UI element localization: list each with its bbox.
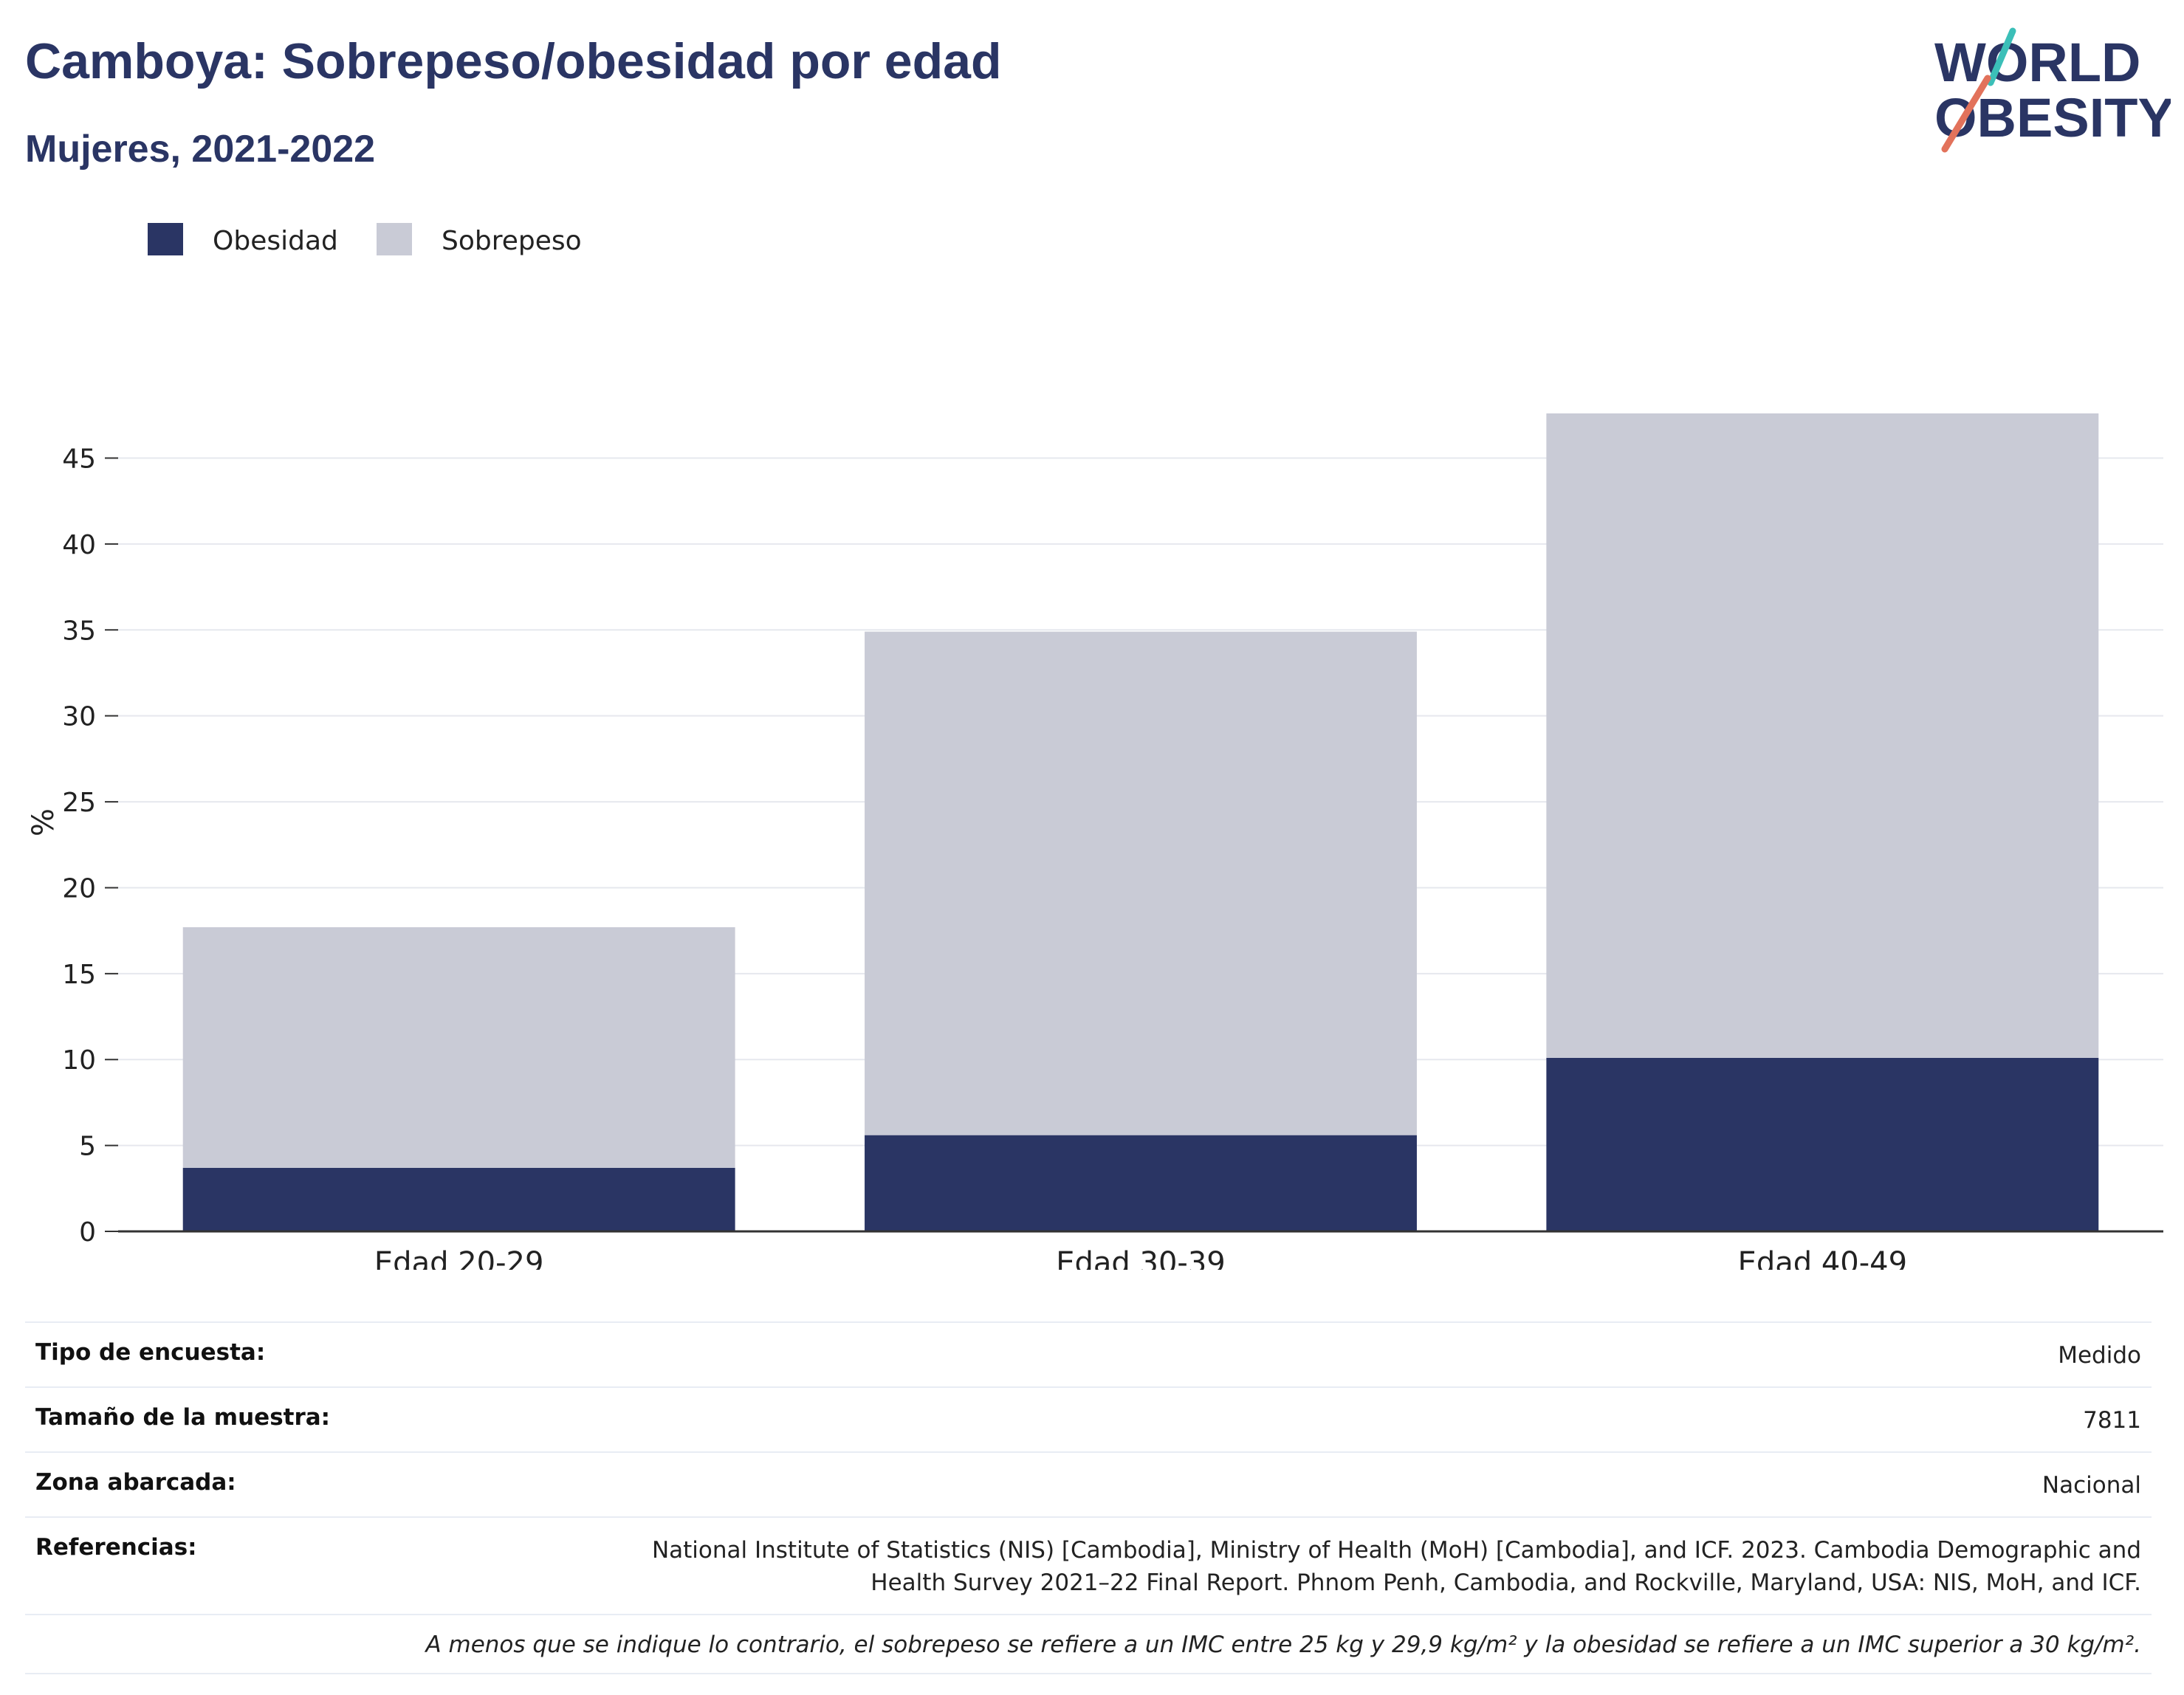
x-tick-label: Edad 40-49 (1738, 1246, 1908, 1270)
y-axis-label: % (27, 808, 61, 836)
bar-sobrepeso-0 (182, 926, 735, 1168)
y-tick-label: 0 (79, 1217, 96, 1248)
referencias-label: Referencias: (35, 1534, 197, 1561)
info-row-zona: Zona abarcada: Nacional (25, 1451, 2152, 1516)
muestra-label: Tamaño de la muestra: (35, 1404, 331, 1431)
world-obesity-logo: WORLD OBESITY (1934, 27, 2171, 153)
logo-word-world: WORLD (1934, 32, 2141, 93)
y-tick-label: 5 (79, 1132, 96, 1162)
y-tick-label: 25 (62, 788, 96, 818)
logo-slash-teal (1987, 27, 2016, 86)
bar-obesidad-2 (1546, 1057, 2099, 1231)
referencias-value: National Institute of Statistics (NIS) [… (651, 1537, 2141, 1596)
legend: Obesidad Sobrepeso (148, 223, 582, 256)
legend-swatch-sobrepeso (377, 223, 412, 255)
info-row-referencias: Referencias: National Institute of Stati… (25, 1516, 2152, 1614)
axes: % (27, 808, 2163, 1233)
tipo-label: Tipo de encuesta: (35, 1339, 266, 1366)
x-tick-label: Edad 20-29 (374, 1246, 544, 1270)
bar-sobrepeso-2 (1546, 413, 2099, 1058)
y-tick-label: 40 (62, 530, 96, 560)
muestra-value: 7811 (2083, 1407, 2141, 1434)
bar-sobrepeso-1 (865, 631, 1417, 1135)
y-tick-label: 30 (62, 702, 96, 732)
zona-value: Nacional (2042, 1472, 2141, 1499)
info-row-muestra: Tamaño de la muestra: 7811 (25, 1386, 2152, 1451)
tipo-value: Medido (2058, 1342, 2141, 1369)
x-tick-label: Edad 30-39 (1056, 1246, 1226, 1270)
legend-label-sobrepeso: Sobrepeso (442, 226, 582, 256)
logo-slash-coral (1941, 75, 1991, 153)
legend-label-obesidad: Obesidad (213, 226, 338, 256)
bar-obesidad-0 (182, 1167, 735, 1231)
zona-label: Zona abarcada: (35, 1469, 236, 1496)
info-row-note: A menos que se indique lo contrario, el … (25, 1614, 2152, 1674)
bars: Edad 20-29 Edad 30-39 Edad 40-49 (182, 413, 2099, 1270)
stacked-bar-chart: Obesidad Sobrepeso 0 5 10 15 20 25 30 35 40 45 Eda… (27, 223, 2163, 1270)
y-tick-label: 45 (62, 444, 96, 475)
y-tick-label: 35 (62, 616, 96, 646)
chart-subtitle: Mujeres, 2021-2022 (25, 128, 376, 171)
chart-title: Camboya: Sobrepeso/obesidad por edad (25, 33, 1002, 89)
y-tick-label: 15 (62, 960, 96, 990)
legend-swatch-obesidad (148, 223, 183, 255)
definition-note: A menos que se indique lo contrario, el … (425, 1632, 2141, 1658)
y-tick-label: 10 (62, 1045, 96, 1076)
bar-obesidad-1 (865, 1135, 1417, 1231)
survey-info-table: Tipo de encuesta: Medido Tamaño de la mu… (25, 1321, 2152, 1674)
y-tick-label: 20 (62, 873, 96, 904)
logo-word-obesity: OBESITY (1934, 87, 2171, 148)
info-row-tipo: Tipo de encuesta: Medido (25, 1321, 2152, 1386)
